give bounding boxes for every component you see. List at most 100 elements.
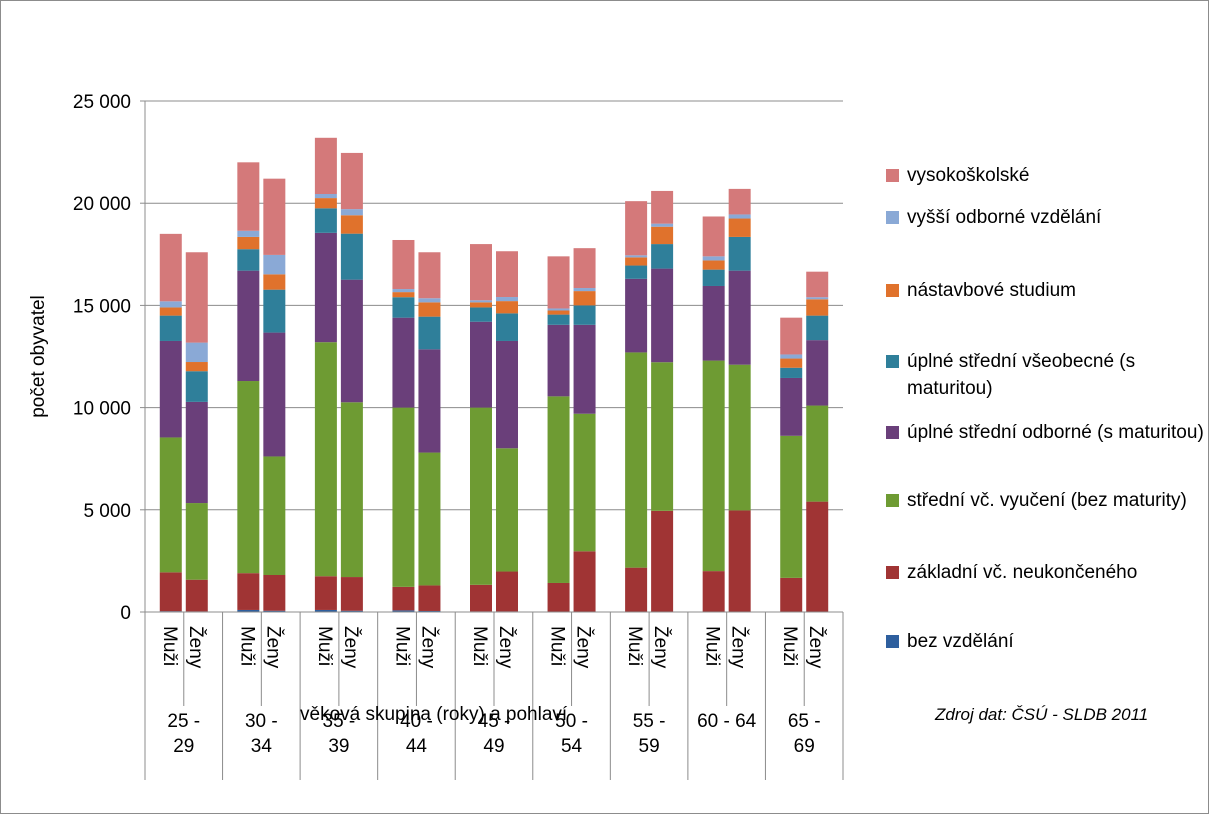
bar-segment xyxy=(651,268,674,363)
bar-segment xyxy=(806,297,829,300)
bar-segment xyxy=(496,313,518,341)
bar-segment xyxy=(625,567,648,612)
bar-segment xyxy=(573,248,596,289)
bar-segment xyxy=(263,254,286,275)
legend-item: bez vzdělání xyxy=(886,628,1206,655)
x-sex-label: Muži xyxy=(702,626,723,666)
bar-segment xyxy=(159,437,182,573)
y-tick-label: 20 000 xyxy=(73,194,131,215)
bar-segment xyxy=(651,362,674,511)
bar-segment xyxy=(314,198,337,209)
bar-segment xyxy=(496,251,518,298)
bar-segment xyxy=(573,305,596,325)
bar-segment xyxy=(573,551,596,612)
x-group-label: 45 - xyxy=(478,711,511,732)
bar-segment xyxy=(340,152,363,210)
x-group-label: 29 xyxy=(173,736,194,757)
x-group-label: 69 xyxy=(794,736,815,757)
bar-segment xyxy=(806,405,829,502)
bar-segment xyxy=(314,232,337,343)
x-sex-label: Muži xyxy=(159,626,180,666)
bar-segment xyxy=(159,340,182,438)
legend-label: střední vč. vyučení (bez maturity) xyxy=(907,490,1187,511)
bar-segment xyxy=(263,332,286,457)
bar-segment xyxy=(340,215,363,234)
bar-segment xyxy=(263,178,286,255)
x-axis-title: věková skupina (roky) a pohlaví xyxy=(300,704,568,725)
bar-segment xyxy=(314,609,337,612)
bar-segment xyxy=(625,257,648,266)
bar-segment xyxy=(263,274,286,290)
bar-segment xyxy=(728,218,751,237)
bar-segment xyxy=(728,236,751,271)
legend-label: úplné střední odborné (s maturitou) xyxy=(907,422,1204,443)
x-group-label: 30 - xyxy=(245,711,278,732)
x-group-label: 54 xyxy=(561,736,583,757)
bar-segment xyxy=(185,579,208,612)
legend-item: úplné střední odborné (s maturitou) xyxy=(886,419,1206,446)
y-axis-title: počet obyvatel xyxy=(28,295,49,418)
bar-segment xyxy=(547,582,570,612)
bar-segment xyxy=(496,340,518,449)
bar-segment xyxy=(470,407,492,585)
x-sex-label: Ženy xyxy=(650,626,672,669)
bar-segment xyxy=(806,501,829,612)
x-sex-label: Ženy xyxy=(573,626,595,669)
bar-segment xyxy=(237,573,260,610)
bar-segment xyxy=(392,586,415,611)
y-tick-label: 10 000 xyxy=(73,399,131,420)
bar-segment xyxy=(780,358,803,368)
bar-segment xyxy=(625,278,648,353)
bar-segment xyxy=(806,299,829,316)
legend-item: základní vč. neukončeného xyxy=(886,559,1206,586)
bar-segment xyxy=(547,308,570,311)
x-group-label: 50 - xyxy=(555,711,588,732)
legend-label: úplné střední všeobecné (s maturitou) xyxy=(907,351,1136,399)
x-group-label: 49 xyxy=(483,736,504,757)
bar-segment xyxy=(392,292,415,298)
bar-segment xyxy=(314,208,337,233)
bar-segment xyxy=(806,315,829,341)
x-sex-label: Ženy xyxy=(417,626,439,669)
bar-segment xyxy=(314,342,337,577)
x-sex-label: Muži xyxy=(314,626,335,666)
bar-segment xyxy=(625,201,648,256)
bar-segment xyxy=(237,236,260,250)
bar-segment xyxy=(314,194,337,199)
bar-segment xyxy=(392,407,415,587)
bar-segment xyxy=(392,297,415,318)
x-sex-label: Muži xyxy=(779,626,800,666)
bar-segment xyxy=(263,610,286,612)
bar-segment xyxy=(392,239,415,290)
bar-segment xyxy=(702,571,725,612)
bar-segment xyxy=(159,233,182,302)
bar-segment xyxy=(159,301,182,308)
bar-segment xyxy=(625,255,648,258)
bar-segment xyxy=(702,285,725,361)
x-group-label: 34 xyxy=(251,736,273,757)
legend-swatch xyxy=(886,169,899,182)
y-tick-label: 15 000 xyxy=(73,296,131,317)
bar-segment xyxy=(418,452,441,586)
bar-segment xyxy=(237,249,260,271)
bar-segment xyxy=(573,413,596,552)
bar-segment xyxy=(496,301,518,314)
legend-item: vysokoškolské xyxy=(886,162,1206,189)
bar-segment xyxy=(185,342,208,363)
bar-segment xyxy=(651,190,674,224)
x-group-label: 65 - xyxy=(788,711,821,732)
bar-segment xyxy=(547,396,570,583)
x-group-label: 35 - xyxy=(323,711,356,732)
legend-swatch xyxy=(886,494,899,507)
bar-segment xyxy=(728,364,751,511)
bar-segment xyxy=(496,448,518,572)
bar-segment xyxy=(547,310,570,315)
bar-segment xyxy=(780,354,803,359)
bar-segment xyxy=(702,269,725,286)
x-sex-label: Ženy xyxy=(185,626,207,669)
y-tick-label: 5 000 xyxy=(83,501,131,522)
legend-swatch xyxy=(886,284,899,297)
bar-segment xyxy=(651,244,674,269)
bar-segment xyxy=(418,316,441,350)
bar-segment xyxy=(470,584,492,612)
